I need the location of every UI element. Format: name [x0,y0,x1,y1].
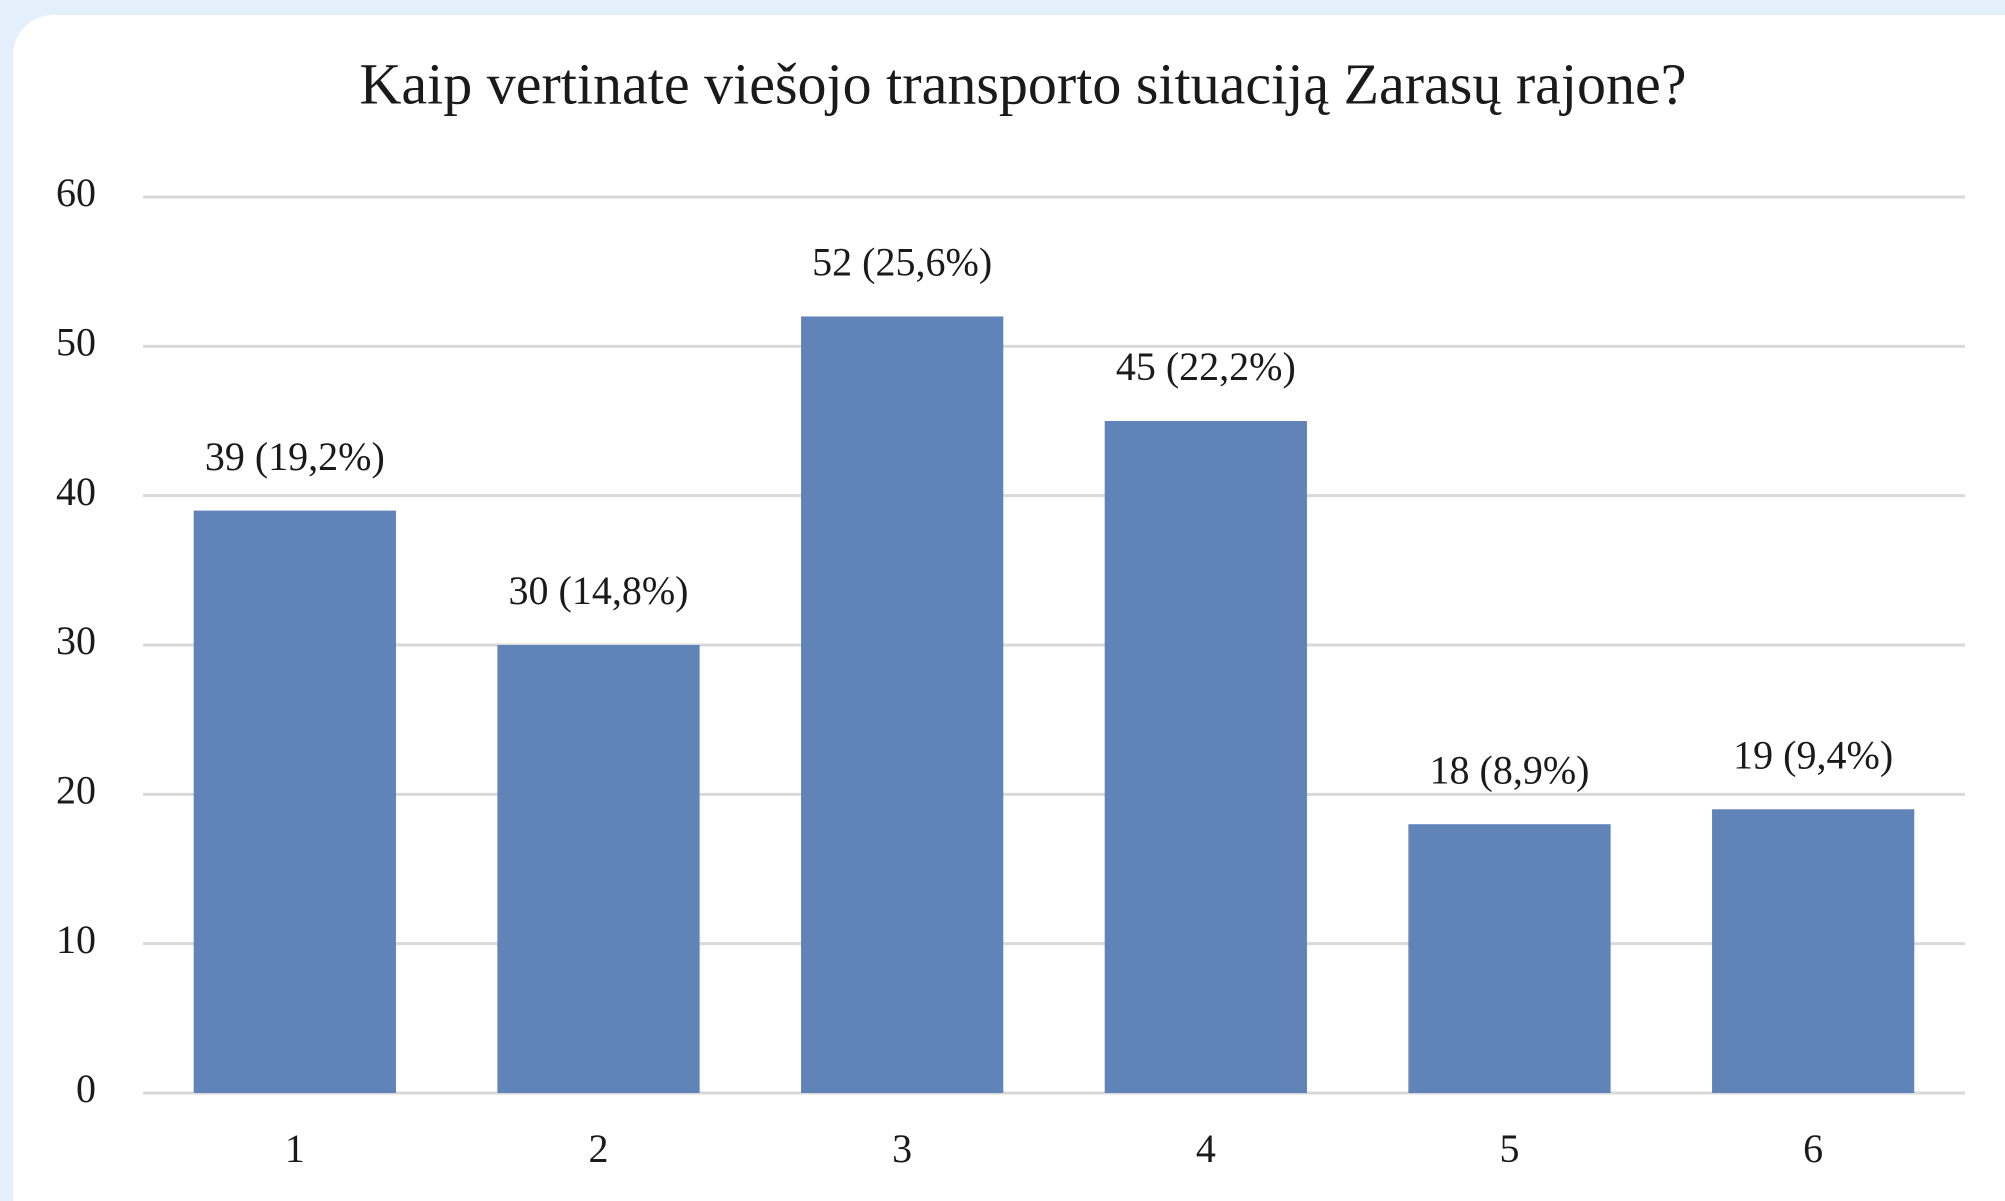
y-tick-label: 20 [56,768,96,813]
bar [193,510,396,1094]
data-label: 18 (8,9%) [1430,747,1590,792]
bar [801,316,1004,1093]
x-tick-label: 2 [589,1126,609,1171]
data-label: 45 (22,2%) [1116,344,1296,389]
x-tick-label: 5 [1500,1126,1520,1171]
data-label: 39 (19,2%) [205,434,385,479]
y-tick-label: 0 [76,1066,96,1111]
data-label: 30 (14,8%) [509,568,689,613]
bar [1408,824,1611,1093]
x-tick-label: 4 [1196,1126,1216,1171]
x-tick-label: 1 [285,1126,305,1171]
bar [497,645,700,1093]
chart-title: Kaip vertinate viešojo transporto situac… [359,51,1686,116]
data-label: 19 (9,4%) [1733,732,1893,777]
bar [1712,809,1915,1093]
y-tick-label: 10 [56,917,96,962]
y-tick-label: 30 [56,618,96,663]
x-tick-label: 6 [1803,1126,1823,1171]
bar [1104,421,1307,1093]
y-tick-label: 40 [56,469,96,514]
y-tick-label: 60 [56,170,96,215]
data-label: 52 (25,6%) [812,240,992,285]
y-tick-label: 50 [56,320,96,365]
x-tick-label: 3 [892,1126,912,1171]
